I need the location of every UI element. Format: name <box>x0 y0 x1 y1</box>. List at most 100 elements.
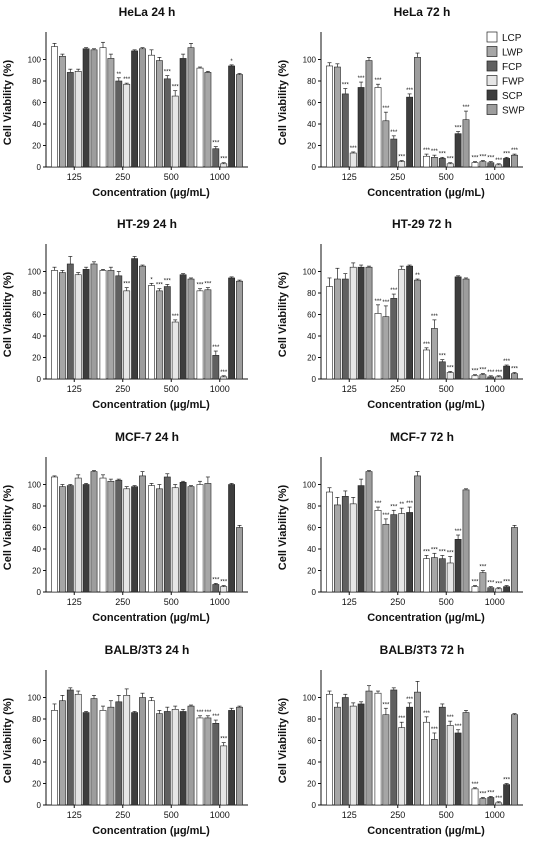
y-tick-label: 20 <box>32 354 41 363</box>
bar-scp <box>357 703 365 806</box>
bar-scp <box>228 484 235 593</box>
x-tick-label: 500 <box>439 384 454 394</box>
x-tick-label: 250 <box>115 810 130 820</box>
bar-lwp <box>156 60 163 168</box>
chart-title: MCF-7 24 h <box>115 430 179 444</box>
bar-scp <box>82 269 90 380</box>
bar-fcp <box>66 263 74 380</box>
bar-fcp <box>390 689 398 806</box>
significance-label: *** <box>220 580 228 586</box>
significance-label: *** <box>374 501 382 507</box>
significance-label: *** <box>447 157 455 163</box>
y-tick-label: 40 <box>32 120 41 129</box>
bar-swp <box>90 698 98 806</box>
significance-label: *** <box>423 148 431 154</box>
significance-label: *** <box>342 83 350 89</box>
bar-lwp <box>204 717 212 806</box>
bar-swp <box>511 527 518 593</box>
significance-label: *** <box>503 778 511 784</box>
legend-label-fcp: FCP <box>502 62 522 73</box>
significance-label: *** <box>374 299 382 305</box>
bar-swp <box>414 57 421 168</box>
bar-swp <box>414 475 421 593</box>
y-tick-label: 100 <box>303 56 317 65</box>
x-tick-label: 500 <box>164 810 179 820</box>
bar-fcp <box>212 584 220 593</box>
x-tick-label: 500 <box>164 384 179 394</box>
legend-swatch-swp <box>486 104 498 115</box>
x-tick-label: 250 <box>390 172 405 182</box>
bar-lcp <box>148 285 155 380</box>
y-tick-label: 100 <box>303 481 317 490</box>
y-tick-label: 20 <box>32 780 41 789</box>
bar-lcp <box>326 693 333 806</box>
bar-lcp <box>423 155 430 168</box>
y-axis-label: Cell Viability (%) <box>277 697 289 783</box>
bar-fwp <box>446 725 454 806</box>
bar-scp <box>179 274 187 380</box>
y-tick-label: 20 <box>32 567 41 576</box>
y-axis-label: Cell Viability (%) <box>277 484 289 570</box>
significance-label: *** <box>156 283 164 289</box>
bar-swp <box>365 690 373 806</box>
bar-swp <box>236 74 243 168</box>
bar-lwp <box>156 713 163 806</box>
bar-fcp <box>163 476 171 593</box>
bar-fcp <box>163 78 171 168</box>
legend-swatch-lwp <box>486 46 498 57</box>
y-tick-label: 60 <box>307 311 316 320</box>
x-tick-label: 250 <box>115 597 130 607</box>
significance-label: *** <box>503 580 511 586</box>
significance-label: *** <box>398 716 406 722</box>
x-tick-label: 125 <box>67 172 82 182</box>
significance-label: *** <box>503 359 511 365</box>
significance-label: *** <box>479 368 487 374</box>
significance-label: *** <box>471 369 479 375</box>
x-axis-label: Concentration (µg/mL) <box>92 187 210 199</box>
bar-lcp <box>196 717 204 806</box>
y-tick-label: 0 <box>37 588 42 597</box>
bar-fcp <box>341 93 349 168</box>
significance-label: *** <box>123 282 131 288</box>
bar-lwp <box>382 714 390 806</box>
bar-fwp <box>123 83 131 168</box>
bar-scp <box>357 87 365 168</box>
bar-lwp <box>333 66 341 168</box>
y-tick-label: 60 <box>32 99 41 108</box>
significance-label: *** <box>487 156 495 162</box>
significance-label: *** <box>462 105 470 111</box>
bar-lwp <box>431 157 438 168</box>
bar-lcp <box>51 46 58 168</box>
legend-label-fwp: FWP <box>502 77 525 88</box>
significance-label: *** <box>406 501 414 507</box>
significance-label: *** <box>382 106 390 112</box>
bar-fcp <box>438 158 446 168</box>
bar-lcp <box>51 270 58 380</box>
bar-fwp <box>349 152 357 168</box>
x-tick-label: 250 <box>115 172 130 182</box>
significance-label: *** <box>431 314 439 320</box>
x-tick-label: 125 <box>342 172 357 182</box>
bar-fwp <box>349 266 357 380</box>
y-tick-label: 40 <box>32 332 41 341</box>
significance-label: *** <box>439 151 447 157</box>
x-tick-label: 1000 <box>210 810 230 820</box>
bar-lwp <box>58 486 66 593</box>
x-tick-label: 1000 <box>485 384 505 394</box>
bar-lcp <box>374 313 382 380</box>
significance-label: *** <box>487 370 495 376</box>
bar-fwp <box>220 376 228 380</box>
bar-swp <box>139 48 146 168</box>
y-tick-label: 0 <box>312 375 317 384</box>
x-tick-label: 250 <box>115 384 130 394</box>
bar-fcp <box>341 278 349 380</box>
significance-label: *** <box>382 513 390 519</box>
x-axis-label: Concentration (µg/mL) <box>92 612 210 624</box>
significance-label: *** <box>471 580 479 586</box>
significance-label: *** <box>495 370 503 376</box>
y-tick-label: 100 <box>28 694 42 703</box>
significance-label: *** <box>220 157 228 163</box>
bar-scp <box>82 484 90 593</box>
legend-label-lcp: LCP <box>502 33 522 44</box>
